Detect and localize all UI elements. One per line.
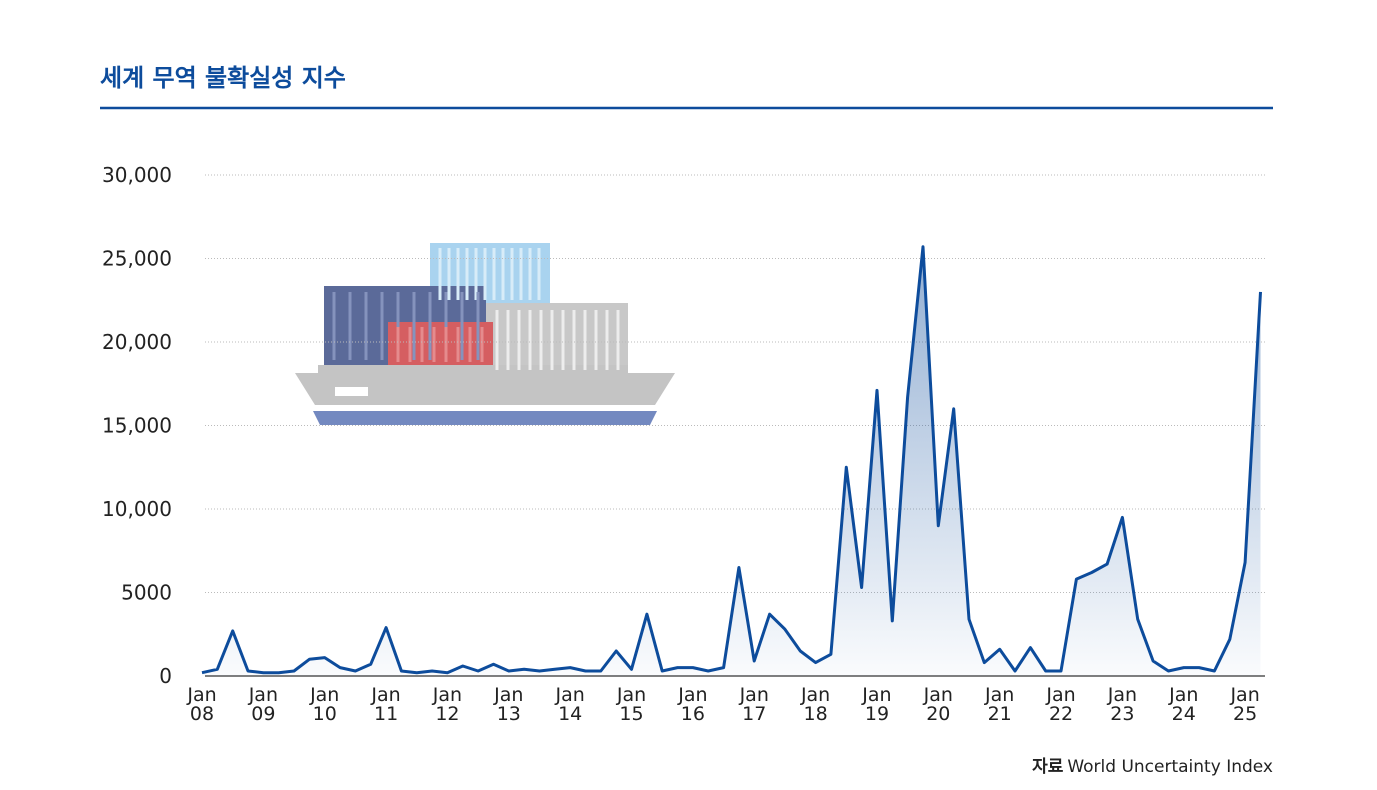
x-tick-label: Jan 23 <box>1107 684 1138 725</box>
x-tick-label: Jan 22 <box>1046 684 1076 725</box>
x-tick-label: Jan 11 <box>371 684 401 725</box>
x-tick-label: Jan 17 <box>739 684 769 725</box>
x-tick-label: Jan 15 <box>616 684 647 725</box>
y-tick-label: 15,000 <box>102 414 172 438</box>
source-text: World Uncertainty Index <box>1067 757 1273 777</box>
x-tick-label: Jan 14 <box>555 684 585 725</box>
x-tick-label: Jan 21 <box>985 684 1015 725</box>
y-tick-label: 25,000 <box>102 247 172 271</box>
ship-illustration <box>295 243 675 425</box>
y-tick-label: 10,000 <box>102 497 172 521</box>
x-tick-label: Jan 25 <box>1230 684 1260 725</box>
x-tick-label: Jan 12 <box>432 684 463 725</box>
x-tick-label: Jan 24 <box>1169 684 1199 725</box>
x-tick-label: Jan 09 <box>248 684 278 725</box>
source-label: 자료 <box>1032 757 1064 777</box>
x-tick-label: Jan 16 <box>678 684 708 725</box>
x-tick-label: Jan 18 <box>800 684 831 725</box>
x-tick-label: Jan 20 <box>923 684 953 725</box>
y-tick-label: 30,000 <box>102 163 172 187</box>
x-tick-label: Jan 08 <box>187 684 217 725</box>
y-tick-label: 0 <box>159 664 172 688</box>
line <box>201 245 1262 675</box>
x-tick-label: Jan 13 <box>494 684 524 725</box>
chart-title: 세계 무역 불확실성 지수 <box>100 64 346 92</box>
y-tick-label: 20,000 <box>102 330 172 354</box>
x-tick-label: Jan 19 <box>862 684 892 725</box>
y-tick-label: 5000 <box>121 581 172 605</box>
source: 자료 World Uncertainty Index <box>1032 752 1273 777</box>
x-tick-label: Jan 10 <box>310 684 340 725</box>
